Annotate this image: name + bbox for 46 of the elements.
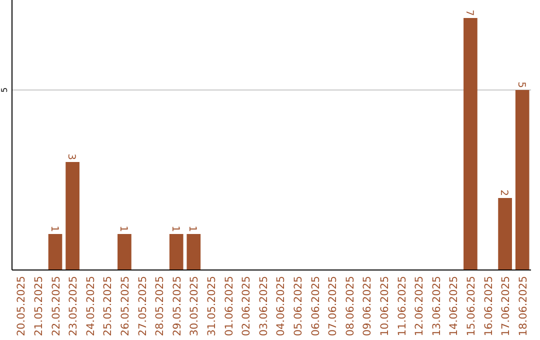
x-tick-label: 23.05.2025 bbox=[68, 276, 80, 336]
x-tick-label: 14.06.2025 bbox=[448, 276, 460, 336]
x-tick-label: 26.05.2025 bbox=[119, 276, 132, 336]
x-tick-label: 08.06.2025 bbox=[344, 276, 356, 336]
x-tick-label: 30.05.2025 bbox=[188, 276, 201, 336]
x-tick-label: 22.05.2025 bbox=[50, 276, 62, 336]
x-tick-label: 18.06.2025 bbox=[517, 276, 530, 336]
x-tick-label: 12.06.2025 bbox=[414, 276, 426, 336]
data-label: 1 bbox=[186, 226, 198, 232]
x-tick-label: 16.06.2025 bbox=[482, 276, 495, 336]
x-tick-label: 02.06.2025 bbox=[240, 276, 253, 336]
data-label: 2 bbox=[498, 190, 510, 196]
bar bbox=[186, 234, 201, 270]
x-tick-label: 15.06.2025 bbox=[465, 276, 478, 336]
x-tick-label: 03.06.2025 bbox=[258, 276, 270, 336]
data-label: 1 bbox=[117, 226, 128, 232]
x-tick-label: 07.06.2025 bbox=[327, 276, 340, 336]
x-tick-label: 09.06.2025 bbox=[362, 276, 374, 336]
x-tick-label: 05.06.2025 bbox=[292, 276, 304, 336]
data-label: 7 bbox=[463, 10, 474, 16]
data-label: 1 bbox=[169, 226, 180, 232]
bar bbox=[515, 90, 530, 270]
x-tick-label: 27.05.2025 bbox=[136, 276, 149, 336]
bar bbox=[169, 234, 184, 270]
bar bbox=[498, 198, 512, 270]
x-tick-label: 25.05.2025 bbox=[102, 276, 114, 336]
x-tick-label: 10.06.2025 bbox=[378, 276, 391, 336]
x-tick-label: 28.05.2025 bbox=[154, 276, 166, 336]
x-tick-label: 17.06.2025 bbox=[500, 276, 512, 336]
bar bbox=[66, 162, 80, 270]
data-label: 1 bbox=[48, 226, 60, 232]
bar bbox=[48, 234, 62, 270]
x-tick-label: 13.06.2025 bbox=[430, 276, 443, 336]
bar bbox=[118, 234, 132, 270]
bar bbox=[464, 18, 478, 270]
x-tick-label: 21.05.2025 bbox=[32, 276, 45, 336]
x-tick-label: 29.05.2025 bbox=[171, 276, 184, 336]
x-tick-label: 24.05.2025 bbox=[84, 276, 97, 336]
data-label: 5 bbox=[515, 82, 526, 88]
x-tick-label: 11.06.2025 bbox=[396, 276, 408, 336]
x-tick-label: 06.06.2025 bbox=[310, 276, 322, 336]
x-tick-label: 20.05.2025 bbox=[16, 276, 28, 336]
x-tick-label: 04.06.2025 bbox=[275, 276, 288, 336]
data-label: 3 bbox=[66, 154, 77, 160]
x-tick-label: 01.06.2025 bbox=[223, 276, 236, 336]
x-tick-label: 31.05.2025 bbox=[206, 276, 218, 336]
